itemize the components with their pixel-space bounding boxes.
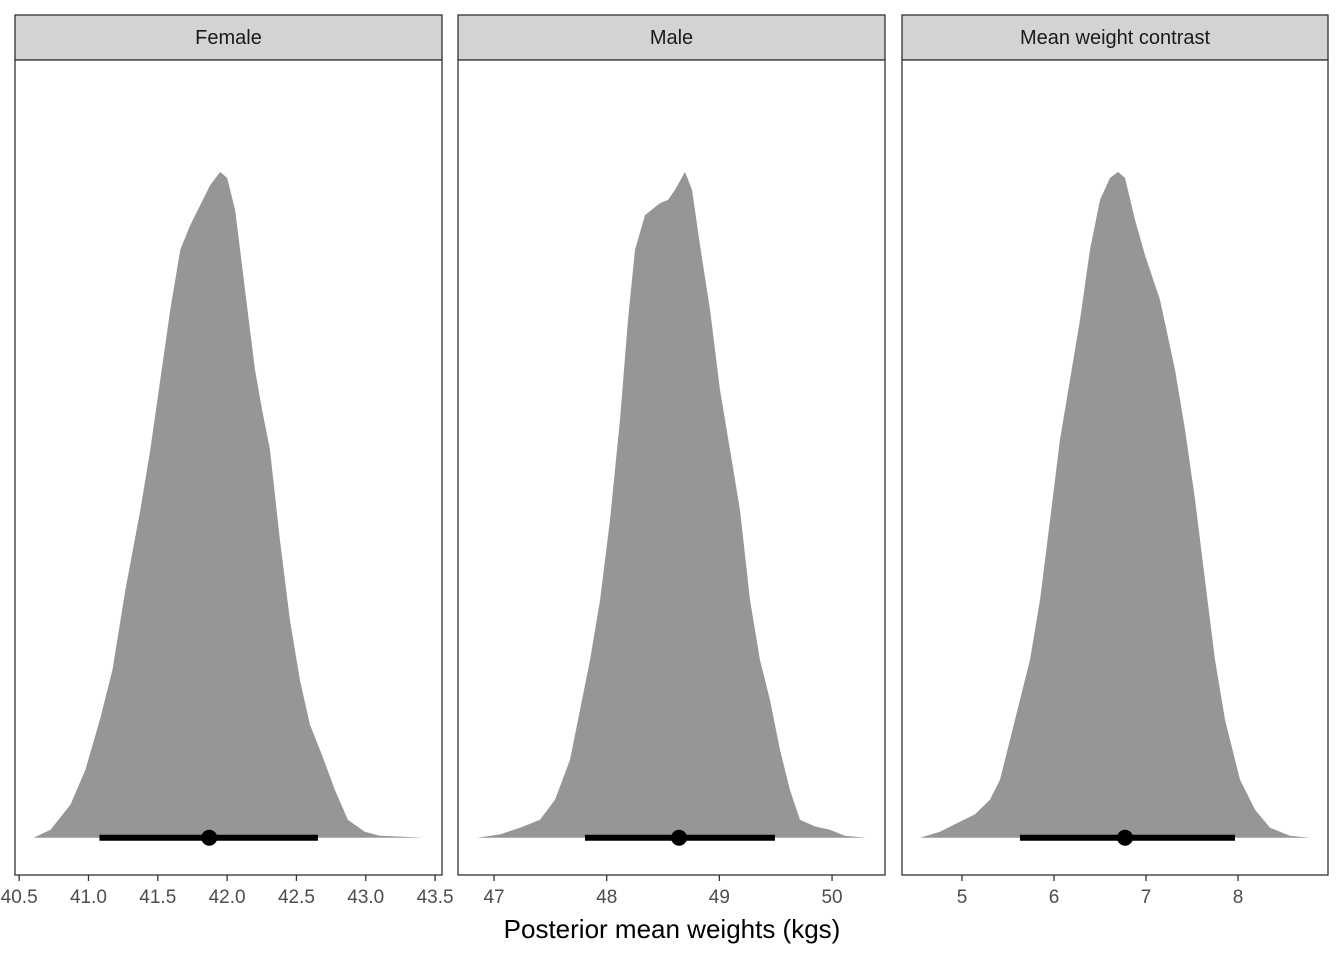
- x-tick-label: 49: [709, 887, 730, 908]
- x-tick-label: 47: [483, 887, 504, 908]
- x-tick-label: 41.0: [70, 887, 107, 908]
- point-estimate: [201, 829, 218, 846]
- x-tick-label: 6: [1049, 887, 1060, 908]
- x-tick-label: 48: [596, 887, 617, 908]
- density-area: [33, 171, 424, 838]
- x-tick-label: 43.5: [417, 887, 454, 908]
- x-tick-label: 40.5: [1, 887, 38, 908]
- x-tick-label: 5: [957, 887, 968, 908]
- x-tick-label: 42.5: [278, 887, 315, 908]
- strip: [901, 14, 1329, 61]
- density-area: [919, 171, 1311, 838]
- strip-label: Female: [195, 27, 262, 49]
- strip-label: Mean weight contrast: [1020, 27, 1211, 49]
- x-tick-label: 50: [821, 887, 842, 908]
- x-tick-label: 42.0: [209, 887, 246, 908]
- strip-label: Male: [650, 27, 693, 49]
- x-tick-label: 7: [1141, 887, 1152, 908]
- panel-border: [457, 59, 886, 876]
- x-tick-label: 8: [1233, 887, 1244, 908]
- density-area: [477, 171, 866, 838]
- panel-border: [901, 59, 1329, 876]
- x-tick-label: 43.0: [347, 887, 384, 908]
- x-axis-title: Posterior mean weights (kgs): [504, 914, 841, 944]
- x-tick-label: 41.5: [139, 887, 176, 908]
- strip: [14, 14, 443, 61]
- point-estimate: [1117, 829, 1134, 846]
- panel-border: [14, 59, 443, 876]
- point-estimate: [671, 829, 688, 846]
